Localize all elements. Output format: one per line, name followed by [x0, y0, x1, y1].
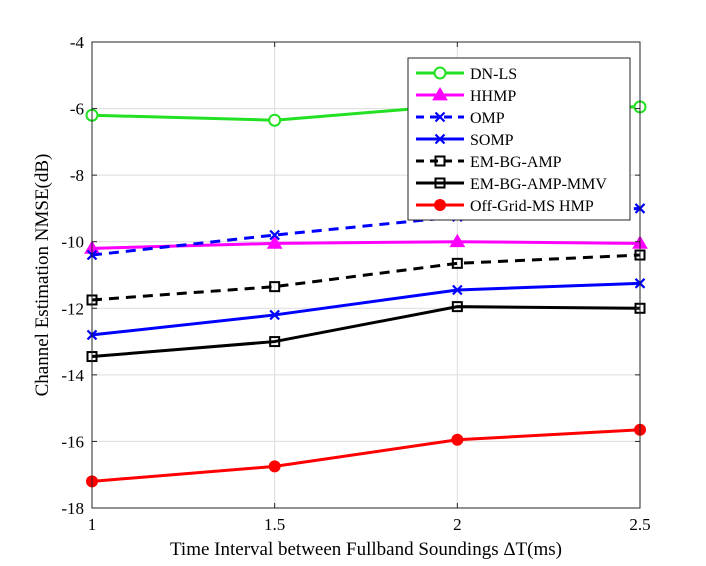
y-tick-label: -14 [61, 366, 84, 385]
legend: DN-LS HHMP OMP SOMP EM-BG-AMP EM-BG-AMP-MMV Of… [407, 57, 631, 221]
legend-marker [434, 111, 446, 123]
data-point [266, 235, 283, 249]
y-tick-label: -12 [61, 299, 84, 318]
data-point [451, 257, 463, 269]
legend-marker [434, 177, 446, 189]
legend-marker [434, 199, 446, 211]
y-tick-label: -6 [70, 100, 84, 119]
legend-entry: SOMP [416, 132, 514, 149]
data-point [269, 309, 280, 321]
x-tick-label: 2 [453, 515, 462, 534]
data-point [451, 433, 464, 446]
y-tick-label: -10 [61, 233, 84, 252]
legend-marker [434, 133, 446, 145]
plot-frame [91, 41, 641, 509]
x-tick-label: 2.5 [629, 515, 650, 534]
y-tick-label: -8 [70, 166, 84, 185]
y-tick-label: -18 [61, 499, 84, 518]
series-4 [86, 278, 646, 341]
legend-label: OMP [470, 110, 505, 127]
y-tick-label: -16 [61, 432, 84, 451]
legend-entry: EM-BG-AMP-MMV [416, 176, 607, 193]
y-axis-label: Channel Estimation NMSE(dB) [32, 154, 53, 397]
series-line [91, 305, 641, 359]
x-tick-label: 1 [88, 515, 97, 534]
x-axis-label: Time Interval between Fullband Soundings… [170, 539, 562, 560]
data-point [449, 233, 466, 248]
legend-entry: Off-Grid-MS HMP [416, 198, 594, 215]
legend-marker [434, 155, 446, 167]
axis-ticks: 1 1.5 2 2.5 -18 -16 -14 -12 -10 -8 -6 -4 [61, 33, 650, 534]
legend-entry: OMP [416, 110, 505, 127]
series-line [91, 206, 641, 257]
data-point [451, 301, 463, 313]
legend-label: Off-Grid-MS HMP [470, 198, 594, 215]
data-point [268, 460, 281, 473]
y-tick-label: -4 [70, 33, 85, 52]
legend-entry: HHMP [416, 87, 516, 105]
legend-entry: EM-BG-AMP [416, 154, 562, 171]
series-line [91, 428, 641, 483]
legend-marker [432, 87, 448, 101]
legend-entry: DN-LS [416, 66, 517, 83]
data-point [268, 113, 282, 127]
data-point [269, 336, 281, 348]
series-6 [86, 301, 646, 363]
x-tick-label: 1.5 [264, 515, 285, 534]
data-point [269, 281, 281, 293]
series-line [91, 253, 641, 302]
legend-label: DN-LS [470, 66, 517, 83]
legend-marker [433, 66, 447, 80]
legend-label: SOMP [470, 132, 514, 149]
legend-label: HHMP [470, 88, 516, 105]
data-point [452, 284, 463, 296]
legend-label: EM-BG-AMP [470, 154, 562, 171]
series-line [91, 281, 641, 337]
data-point [269, 229, 280, 241]
legend-label: EM-BG-AMP-MMV [470, 176, 607, 193]
